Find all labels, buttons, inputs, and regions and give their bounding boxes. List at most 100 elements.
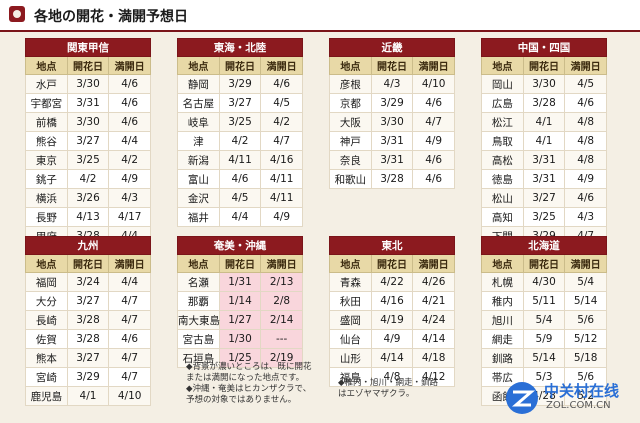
table-row: 熊谷 3/27 4/4 xyxy=(25,131,151,151)
full-bloom-date-cell: 4/10 xyxy=(108,386,151,406)
table-row: 広島 3/28 4/6 xyxy=(481,93,607,113)
table-row: 岡山 3/30 4/5 xyxy=(481,74,607,94)
bloom-date-cell: 1/14 xyxy=(218,291,262,311)
column-header-bloom: 開花日 xyxy=(66,56,110,75)
region-table-hokkaido: 北海道 地点 開花日 満開日 札幌 4/30 5/4 稚内 5/11 5/14 旭川 5/4 5/6 網走… xyxy=(481,236,607,406)
location-cell: 津 xyxy=(177,131,220,151)
bloom-date-cell: 4/1 xyxy=(66,386,110,406)
full-bloom-date-cell: 4/17 xyxy=(108,207,151,227)
full-bloom-date-cell: 4/7 xyxy=(108,348,151,368)
table-row: 高松 3/31 4/8 xyxy=(481,150,607,170)
table-row: 高知 3/25 4/3 xyxy=(481,207,607,227)
note-line: ◆背景が濃いところは、既に開花 xyxy=(186,362,312,372)
location-cell: 稚内 xyxy=(481,291,524,311)
full-bloom-date-cell: 4/6 xyxy=(412,169,455,189)
full-bloom-date-cell: 2/19 xyxy=(260,348,303,368)
region-table-tokai: 東海・北陸 地点 開花日 満開日 静岡 3/29 4/6 名古屋 3/27 4/5 岐阜 3/25 4/… xyxy=(177,38,303,227)
location-cell: 宇都宮 xyxy=(25,93,68,113)
sakura-icon xyxy=(9,6,25,22)
bloom-date-cell: 3/25 xyxy=(66,150,110,170)
table-row: 福井 4/4 4/9 xyxy=(177,207,303,227)
bloom-date-cell: 3/25 xyxy=(218,112,262,132)
bloom-date-cell: 3/28 xyxy=(370,169,414,189)
column-header-full-bloom: 満開日 xyxy=(412,56,455,75)
table-row: 仙台 4/9 4/14 xyxy=(329,329,455,349)
location-cell: 熊本 xyxy=(25,348,68,368)
location-cell: 東京 xyxy=(25,150,68,170)
table-row: 青森 4/22 4/26 xyxy=(329,272,455,292)
table-row: 銚子 4/2 4/9 xyxy=(25,169,151,189)
location-cell: 奈良 xyxy=(329,150,372,170)
region-table-tohoku: 東北 地点 開花日 満開日 青森 4/22 4/26 秋田 4/16 4/21 盛岡 4/19 4/24… xyxy=(329,236,455,387)
bloom-date-cell: 5/9 xyxy=(522,329,566,349)
full-bloom-date-cell: 4/6 xyxy=(412,150,455,170)
location-cell: 山形 xyxy=(329,348,372,368)
table-row: 京都 3/29 4/6 xyxy=(329,93,455,113)
bloom-date-cell: 3/26 xyxy=(66,188,110,208)
full-bloom-date-cell: 2/13 xyxy=(260,272,303,292)
note-line: または満開になった地点です。 xyxy=(186,373,305,383)
bloom-date-cell: 4/1 xyxy=(522,112,566,132)
table-row: 静岡 3/29 4/6 xyxy=(177,74,303,94)
location-cell: 鳥取 xyxy=(481,131,524,151)
bloom-date-cell: 5/11 xyxy=(522,291,566,311)
table-row: 徳島 3/31 4/9 xyxy=(481,169,607,189)
region-table-chugoku: 中国・四国 地点 開花日 満開日 岡山 3/30 4/5 広島 3/28 4/6 松江 4/1 4/8 鳥… xyxy=(481,38,607,246)
bloom-date-cell: 3/28 xyxy=(522,93,566,113)
bloom-date-cell: 5/14 xyxy=(522,348,566,368)
bloom-date-cell: 4/4 xyxy=(218,207,262,227)
column-header-full-bloom: 満開日 xyxy=(564,254,607,273)
full-bloom-date-cell: --- xyxy=(260,329,303,349)
bloom-date-cell: 3/27 xyxy=(522,188,566,208)
location-cell: 神戸 xyxy=(329,131,372,151)
full-bloom-date-cell: 4/5 xyxy=(564,74,607,94)
location-cell: 静岡 xyxy=(177,74,220,94)
full-bloom-date-cell: 4/11 xyxy=(260,169,303,189)
table-row: 旭川 5/4 5/6 xyxy=(481,310,607,330)
table-row: 熊本 3/27 4/7 xyxy=(25,348,151,368)
column-header-location: 地点 xyxy=(481,254,524,273)
location-cell: 仙台 xyxy=(329,329,372,349)
full-bloom-date-cell: 5/2 xyxy=(564,386,607,406)
table-row: 新潟 4/11 4/16 xyxy=(177,150,303,170)
table-row: 網走 5/9 5/12 xyxy=(481,329,607,349)
full-bloom-date-cell: 2/14 xyxy=(260,310,303,330)
table-row: 鹿児島 4/1 4/10 xyxy=(25,386,151,406)
table-row: 水戸 3/30 4/6 xyxy=(25,74,151,94)
location-cell: 富山 xyxy=(177,169,220,189)
table-row: 岐阜 3/25 4/2 xyxy=(177,112,303,132)
bloom-date-cell: 3/27 xyxy=(218,93,262,113)
watermark-name: 中关村在线 xyxy=(544,382,620,400)
page-title: 各地の開花・満開予想日 xyxy=(34,9,188,25)
full-bloom-date-cell: 4/21 xyxy=(412,291,455,311)
bloom-date-cell: 4/2 xyxy=(66,169,110,189)
column-header-location: 地点 xyxy=(177,254,220,273)
full-bloom-date-cell: 4/14 xyxy=(412,329,455,349)
bloom-date-cell: 3/31 xyxy=(66,93,110,113)
location-cell: 松山 xyxy=(481,188,524,208)
full-bloom-date-cell: 4/6 xyxy=(260,74,303,94)
bloom-date-cell: 3/29 xyxy=(370,93,414,113)
full-bloom-date-cell: 4/5 xyxy=(260,93,303,113)
bloom-date-cell: 3/30 xyxy=(522,74,566,94)
bloom-date-cell: 4/11 xyxy=(218,150,262,170)
column-header-bloom: 開花日 xyxy=(370,254,414,273)
bloom-date-cell: 4/30 xyxy=(522,272,566,292)
table-row: 前橋 3/30 4/6 xyxy=(25,112,151,132)
bloom-date-cell: 3/27 xyxy=(66,291,110,311)
region-table-okinawa: 奄美・沖縄 地点 開花日 満開日 名瀬 1/31 2/13 那覇 1/14 2/8 南大東島 1/27… xyxy=(177,236,303,368)
bloom-date-cell: 4/22 xyxy=(370,272,414,292)
location-cell: 宮崎 xyxy=(25,367,68,387)
table-row: 金沢 4/5 4/11 xyxy=(177,188,303,208)
location-cell: 徳島 xyxy=(481,169,524,189)
full-bloom-date-cell: 4/2 xyxy=(260,112,303,132)
full-bloom-date-cell: 4/8 xyxy=(564,150,607,170)
location-cell: 広島 xyxy=(481,93,524,113)
bloom-date-cell: 1/30 xyxy=(218,329,262,349)
location-cell: 長崎 xyxy=(25,310,68,330)
table-row: 釧路 5/14 5/18 xyxy=(481,348,607,368)
full-bloom-date-cell: 4/7 xyxy=(108,291,151,311)
full-bloom-date-cell: 2/8 xyxy=(260,291,303,311)
bloom-date-cell: 3/25 xyxy=(522,207,566,227)
location-cell: 名瀬 xyxy=(177,272,220,292)
